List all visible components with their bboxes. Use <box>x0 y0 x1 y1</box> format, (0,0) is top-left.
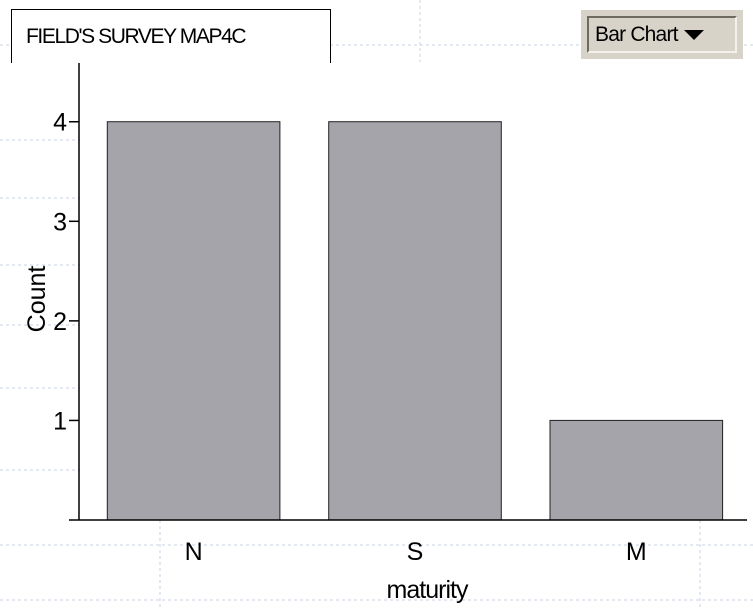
bar-S <box>328 121 502 521</box>
y-tick-label-2: 2 <box>53 308 67 336</box>
chart-type-selector[interactable]: Bar Chart <box>581 10 743 59</box>
bar-M <box>549 419 724 521</box>
bar-N <box>106 121 281 521</box>
chart-type-label: Bar Chart <box>595 22 678 46</box>
y-ticks-group: 1 2 3 4 <box>53 109 79 435</box>
x-tick-label-N: N <box>185 538 203 566</box>
y-tick-label-3: 3 <box>53 208 67 236</box>
y-axis-title: Count <box>23 266 51 333</box>
chart-title: FIELD'S SURVEY MAP4C <box>26 24 247 48</box>
x-axis-title: maturity <box>387 576 469 604</box>
x-tick-label-M: M <box>626 538 647 566</box>
chevron-down-icon <box>683 29 704 40</box>
y-tick-label-4: 4 <box>53 109 67 137</box>
bars-group <box>106 121 724 521</box>
chart-title-box: FIELD'S SURVEY MAP4C <box>11 9 331 63</box>
x-tick-label-S: S <box>407 538 424 566</box>
chart-type-button[interactable]: Bar Chart <box>587 16 737 53</box>
y-tick-label-1: 1 <box>53 407 67 435</box>
